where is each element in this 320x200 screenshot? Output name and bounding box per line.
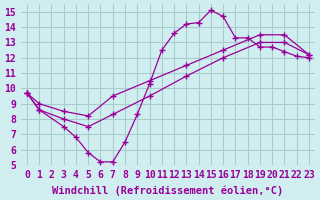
X-axis label: Windchill (Refroidissement éolien,°C): Windchill (Refroidissement éolien,°C) bbox=[52, 185, 284, 196]
